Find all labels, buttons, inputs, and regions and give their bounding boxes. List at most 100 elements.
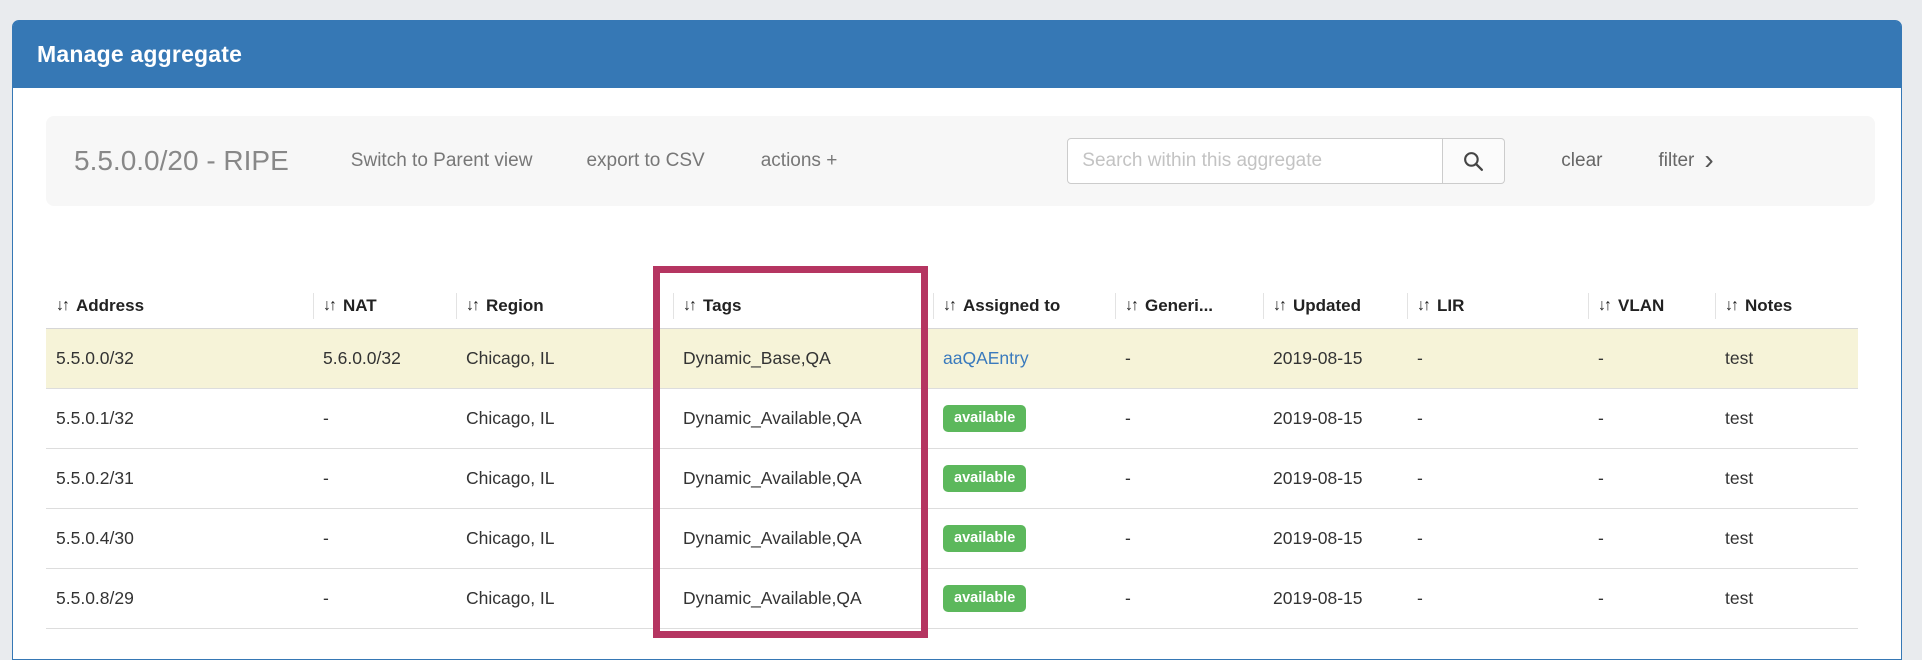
search-input[interactable] <box>1067 138 1444 184</box>
column-header-label: Notes <box>1745 296 1793 315</box>
column-header-notes[interactable]: ↓↑ Notes <box>1715 284 1858 328</box>
sort-icon: ↓↑ <box>683 297 697 314</box>
table-row[interactable]: 5.5.0.4/30 - Chicago, IL Dynamic_Availab… <box>46 509 1858 569</box>
column-header-label: Region <box>486 296 544 315</box>
cell-updated: 2019-08-15 <box>1273 588 1363 608</box>
cell-assigned-to: aaQAEntry <box>933 329 1115 388</box>
sort-icon: ↓↑ <box>1725 297 1739 314</box>
cell-region: Chicago, IL <box>466 408 555 428</box>
cell-generic: - <box>1125 468 1131 488</box>
column-header-label: Address <box>76 296 145 315</box>
sort-icon: ↓↑ <box>56 297 70 314</box>
cell-updated: 2019-08-15 <box>1273 408 1363 428</box>
column-header-label: Generi... <box>1145 296 1214 315</box>
cell-assigned-to: available <box>933 509 1115 568</box>
column-header-label: VLAN <box>1618 296 1665 315</box>
cell-region: Chicago, IL <box>466 528 555 548</box>
cell-updated: 2019-08-15 <box>1273 528 1363 548</box>
sort-icon: ↓↑ <box>1125 297 1139 314</box>
aggregate-table: ↓↑ Address ↓↑ NAT ↓↑ Region ↓↑ Tags ↓↑ Assign… <box>46 284 1858 629</box>
sort-icon: ↓↑ <box>1273 297 1287 314</box>
available-status-badge[interactable]: available <box>943 405 1027 432</box>
cell-tags: Dynamic_Base,QA <box>683 348 831 368</box>
table-row[interactable]: 5.5.0.8/29 - Chicago, IL Dynamic_Availab… <box>46 569 1858 629</box>
column-header-lir[interactable]: ↓↑ LIR <box>1407 284 1588 328</box>
cell-lir: - <box>1417 588 1423 608</box>
cell-vlan: - <box>1598 348 1604 368</box>
cell-lir: - <box>1417 408 1423 428</box>
available-status-badge[interactable]: available <box>943 465 1027 492</box>
cell-generic: - <box>1125 408 1131 428</box>
column-header-vlan[interactable]: ↓↑ VLAN <box>1588 284 1715 328</box>
cell-notes: test <box>1725 408 1754 428</box>
column-header-label: Assigned to <box>963 296 1061 315</box>
cell-updated: 2019-08-15 <box>1273 468 1363 488</box>
cell-generic: - <box>1125 588 1131 608</box>
search-icon <box>1462 150 1485 173</box>
cell-region: Chicago, IL <box>466 468 555 488</box>
cell-tags: Dynamic_Available,QA <box>683 588 862 608</box>
aggregate-label: 5.5.0.0/20 - RIPE <box>74 145 289 176</box>
sort-icon: ↓↑ <box>943 297 957 314</box>
cell-lir: - <box>1417 528 1423 548</box>
toolbar: 5.5.0.0/20 - RIPE Switch to Parent view … <box>46 116 1875 206</box>
column-header-label: Tags <box>703 296 742 315</box>
sort-icon: ↓↑ <box>1417 297 1431 314</box>
cell-generic: - <box>1125 528 1131 548</box>
cell-tags: Dynamic_Available,QA <box>683 408 862 428</box>
cell-vlan: - <box>1598 588 1604 608</box>
cell-vlan: - <box>1598 408 1604 428</box>
cell-notes: test <box>1725 348 1754 368</box>
cell-assigned-to: available <box>933 389 1115 448</box>
cell-lir: - <box>1417 468 1423 488</box>
column-header-nat[interactable]: ↓↑ NAT <box>313 284 456 328</box>
cell-assigned-to: available <box>933 569 1115 628</box>
column-header-assigned-to[interactable]: ↓↑ Assigned to <box>933 284 1115 328</box>
cell-updated: 2019-08-15 <box>1273 348 1363 368</box>
available-status-badge[interactable]: available <box>943 525 1027 552</box>
cell-generic: - <box>1125 348 1131 368</box>
column-header-tags[interactable]: ↓↑ Tags <box>673 284 933 328</box>
cell-address: 5.5.0.4/30 <box>56 528 134 548</box>
filter-link[interactable]: filter › <box>1658 144 1714 175</box>
search-group <box>1067 138 1506 184</box>
table-row[interactable]: 5.5.0.1/32 - Chicago, IL Dynamic_Availab… <box>46 389 1858 449</box>
filter-label: filter <box>1658 150 1695 171</box>
cell-notes: test <box>1725 468 1754 488</box>
cell-notes: test <box>1725 528 1754 548</box>
sort-icon: ↓↑ <box>1598 297 1612 314</box>
cell-region: Chicago, IL <box>466 588 555 608</box>
cell-address: 5.5.0.2/31 <box>56 468 134 488</box>
column-header-region[interactable]: ↓↑ Region <box>456 284 673 328</box>
cell-vlan: - <box>1598 468 1604 488</box>
cell-region: Chicago, IL <box>466 348 555 368</box>
cell-tags: Dynamic_Available,QA <box>683 468 862 488</box>
cell-address: 5.5.0.8/29 <box>56 588 134 608</box>
available-status-badge[interactable]: available <box>943 585 1027 612</box>
actions-menu-link[interactable]: actions + <box>760 150 838 171</box>
cell-address: 5.5.0.0/32 <box>56 348 134 368</box>
column-header-updated[interactable]: ↓↑ Updated <box>1263 284 1407 328</box>
column-header-label: NAT <box>343 296 377 315</box>
cell-nat: - <box>323 408 329 428</box>
export-to-csv-link[interactable]: export to CSV <box>586 150 705 171</box>
assigned-entry-link[interactable]: aaQAEntry <box>943 348 1029 368</box>
cell-nat: - <box>323 468 329 488</box>
switch-to-parent-view-link[interactable]: Switch to Parent view <box>350 150 533 171</box>
cell-lir: - <box>1417 348 1423 368</box>
column-header-label: LIR <box>1437 296 1465 315</box>
page-title: Manage aggregate <box>37 41 243 67</box>
column-header-address[interactable]: ↓↑ Address <box>46 284 313 328</box>
column-header-generic[interactable]: ↓↑ Generi... <box>1115 284 1263 328</box>
table-header-row: ↓↑ Address ↓↑ NAT ↓↑ Region ↓↑ Tags ↓↑ Assign… <box>46 284 1858 329</box>
table-row[interactable]: 5.5.0.0/32 5.6.0.0/32 Chicago, IL Dynami… <box>46 329 1858 389</box>
table-row[interactable]: 5.5.0.2/31 - Chicago, IL Dynamic_Availab… <box>46 449 1858 509</box>
cell-nat: - <box>323 528 329 548</box>
clear-link[interactable]: clear <box>1561 150 1603 171</box>
cell-nat: 5.6.0.0/32 <box>323 348 401 368</box>
column-header-label: Updated <box>1293 296 1361 315</box>
cell-notes: test <box>1725 588 1754 608</box>
cell-nat: - <box>323 588 329 608</box>
search-button[interactable] <box>1443 138 1506 184</box>
cell-vlan: - <box>1598 528 1604 548</box>
